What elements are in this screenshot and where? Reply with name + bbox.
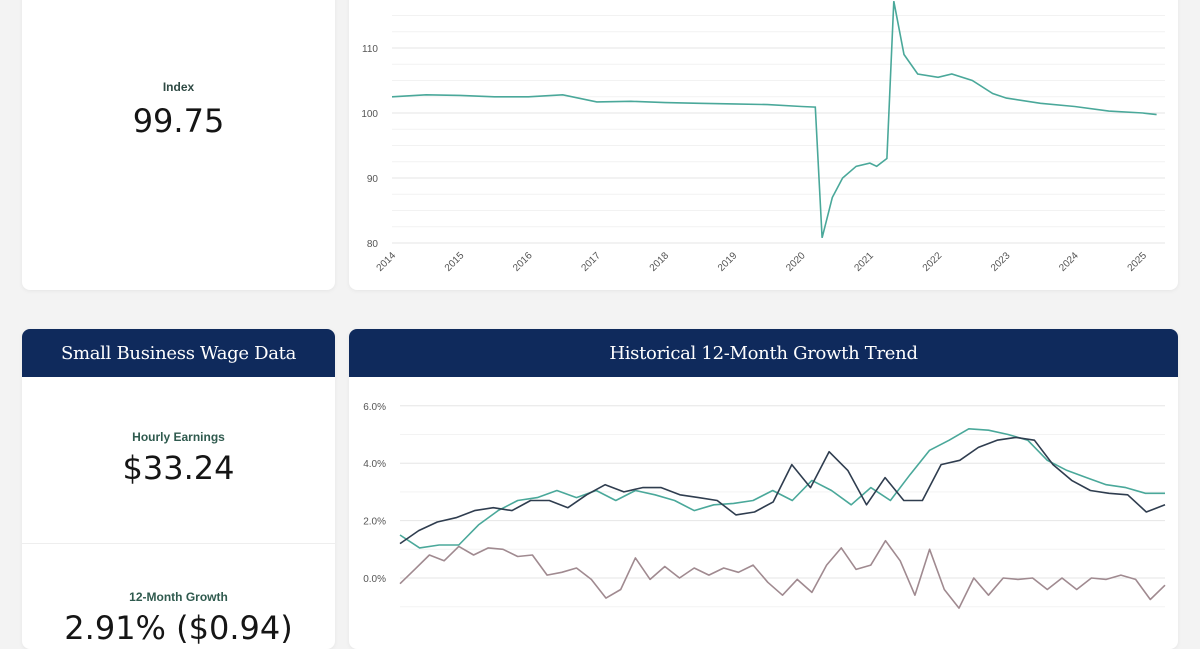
divider [22,543,335,544]
y-tick-label: 110 [362,44,378,55]
index-series-line [391,1,1157,238]
growth-series-line-2 [399,436,1166,545]
wage-card-header: Small Business Wage Data [22,329,335,377]
y-tick-label: 90 [367,174,379,185]
index-card: Index 99.75 [22,0,335,290]
y-tick-label: 4.0% [363,459,386,470]
y-tick-label: 2.0% [363,517,386,528]
hourly-earnings-label: Hourly Earnings [132,430,225,444]
growth-trend-chart: 0.0% 2.0% 4.0% 6.0% [363,402,1166,609]
growth-series-line-3 [399,539,1166,609]
index-value: 99.75 [132,102,225,140]
trend-card [349,329,1178,649]
index-label: Index [162,80,195,94]
trend-card-header: Historical 12-Month Growth Trend [349,329,1178,377]
y-tick-label: 0.0% [363,574,386,585]
y-tick-label: 80 [367,239,379,250]
growth-series-line-1 [399,427,1165,549]
y-tick-label: 6.0% [363,402,386,413]
hourly-earnings-value: $33.24 [122,449,235,487]
growth-label: 12-Month Growth [129,590,228,604]
y-tick-label: 100 [361,109,378,120]
